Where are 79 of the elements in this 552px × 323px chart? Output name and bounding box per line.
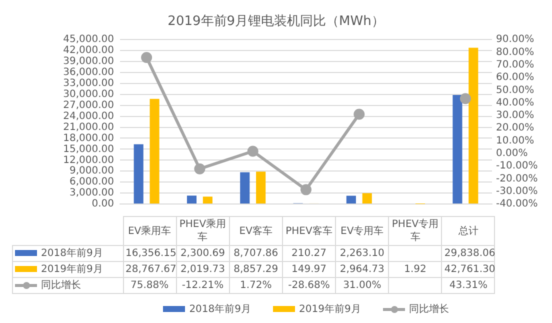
y2-tick-label: -30.00% xyxy=(496,186,538,197)
data-label: 75.88% xyxy=(123,278,176,294)
y2-tick-label: 50.00% xyxy=(496,84,534,96)
y2-tick-label: 10.00% xyxy=(496,135,534,146)
data-label: 43.31% xyxy=(442,278,495,294)
x-tick-label: PHEV乘用车 xyxy=(176,216,230,246)
data-label: 16,356.15 xyxy=(123,246,176,262)
data-label: 2,263.10 xyxy=(336,246,389,262)
y2-tick-label: 30.00% xyxy=(496,110,534,122)
text: 同比增长 xyxy=(408,304,449,315)
bar xyxy=(150,98,160,204)
data-label: 31.00% xyxy=(336,278,389,294)
y-tick-label: 42,000.00 xyxy=(63,45,114,56)
y-tick-label: 12,000.00 xyxy=(63,154,114,166)
x-tick-label: PHEV专用车 xyxy=(388,216,442,246)
y2-tick-label: 70.00% xyxy=(496,59,534,70)
y-tick-label: 9,000.00 xyxy=(69,166,114,177)
bar xyxy=(202,196,212,204)
legend-label: 同比增长 xyxy=(41,280,81,291)
bar xyxy=(134,144,144,204)
bar xyxy=(256,172,266,204)
y2-tick-label: 20.00% xyxy=(496,122,534,134)
bar xyxy=(362,193,372,204)
text: 2019年前9月 xyxy=(299,304,361,315)
point xyxy=(300,184,312,196)
data-label: 1.92 xyxy=(388,262,442,278)
y-tick-label: 36,000.00 xyxy=(63,67,114,78)
data-label: 28,767.67 xyxy=(123,262,176,278)
x-tick-label: EV专用车 xyxy=(336,216,389,246)
y-tick-label: 21,000.00 xyxy=(63,122,114,133)
y-tick-label: 27,000.00 xyxy=(63,100,114,111)
data-label: 2,300.69 xyxy=(176,246,230,262)
y-tick-label: 24,000.00 xyxy=(63,110,114,122)
y-tick-label: 30,000.00 xyxy=(63,88,114,100)
y-tick-label: 33,000.00 xyxy=(63,78,114,90)
y2-tick-label: 40.00% xyxy=(496,97,534,108)
chart-title: 2019年前9月锂电装机同比（MWh） xyxy=(168,14,384,30)
y-tick-label: 0.00 xyxy=(92,198,114,210)
data-label: 210.27 xyxy=(282,246,336,262)
point xyxy=(460,93,471,104)
data-label: 42,761.30 xyxy=(442,262,496,278)
legend-label: 2019年前9月 xyxy=(41,264,103,275)
y2-tick-label: 60.00% xyxy=(496,72,534,84)
y-tick-label: 45,000.00 xyxy=(63,34,114,46)
y2-tick-label: 80.00% xyxy=(496,46,534,58)
text: 2018年前9月 xyxy=(189,304,251,315)
data-label: 8,707.86 xyxy=(229,246,282,262)
x-tick-label: EV乘用车 xyxy=(123,216,176,246)
bar xyxy=(240,172,250,204)
bar xyxy=(186,196,197,204)
data-label: 2,964.73 xyxy=(336,262,389,278)
y-tick-label: 39,000.00 xyxy=(63,56,114,68)
y-tick-label: 3,000.00 xyxy=(69,188,114,199)
x-tick-label: PHEV客车 xyxy=(282,216,336,246)
y-tick-label: 6,000.00 xyxy=(69,176,114,188)
point xyxy=(194,163,206,174)
y2-tick-label: -40.00% xyxy=(496,198,538,210)
legend-label: 2018年前9月 xyxy=(41,248,103,259)
bar xyxy=(468,48,478,204)
bar xyxy=(452,94,462,204)
point xyxy=(247,146,258,157)
x-tick-label: EV客车 xyxy=(229,216,282,246)
bar xyxy=(346,196,356,204)
data-label: 8,857.29 xyxy=(229,262,282,278)
data-label: -28.68% xyxy=(282,278,336,294)
y2-tick-label: -10.00% xyxy=(496,160,538,172)
data-label: 149.97 xyxy=(282,262,336,278)
point xyxy=(354,108,365,120)
y2-tick-label: -20.00% xyxy=(496,173,538,184)
data-label: -12.21% xyxy=(176,278,230,294)
y-tick-label: 18,000.00 xyxy=(63,132,114,144)
y2-tick-label: 0.00% xyxy=(496,148,528,160)
data-label: 29,838.06 xyxy=(442,246,496,262)
y2-tick-label: 90.00% xyxy=(496,34,534,46)
point xyxy=(141,52,152,63)
y-tick-label: 15,000.00 xyxy=(63,144,114,155)
x-tick-label: 总计 xyxy=(442,216,495,246)
data-label: 2,019.73 xyxy=(176,262,230,278)
data-label: 1.72% xyxy=(229,278,282,294)
